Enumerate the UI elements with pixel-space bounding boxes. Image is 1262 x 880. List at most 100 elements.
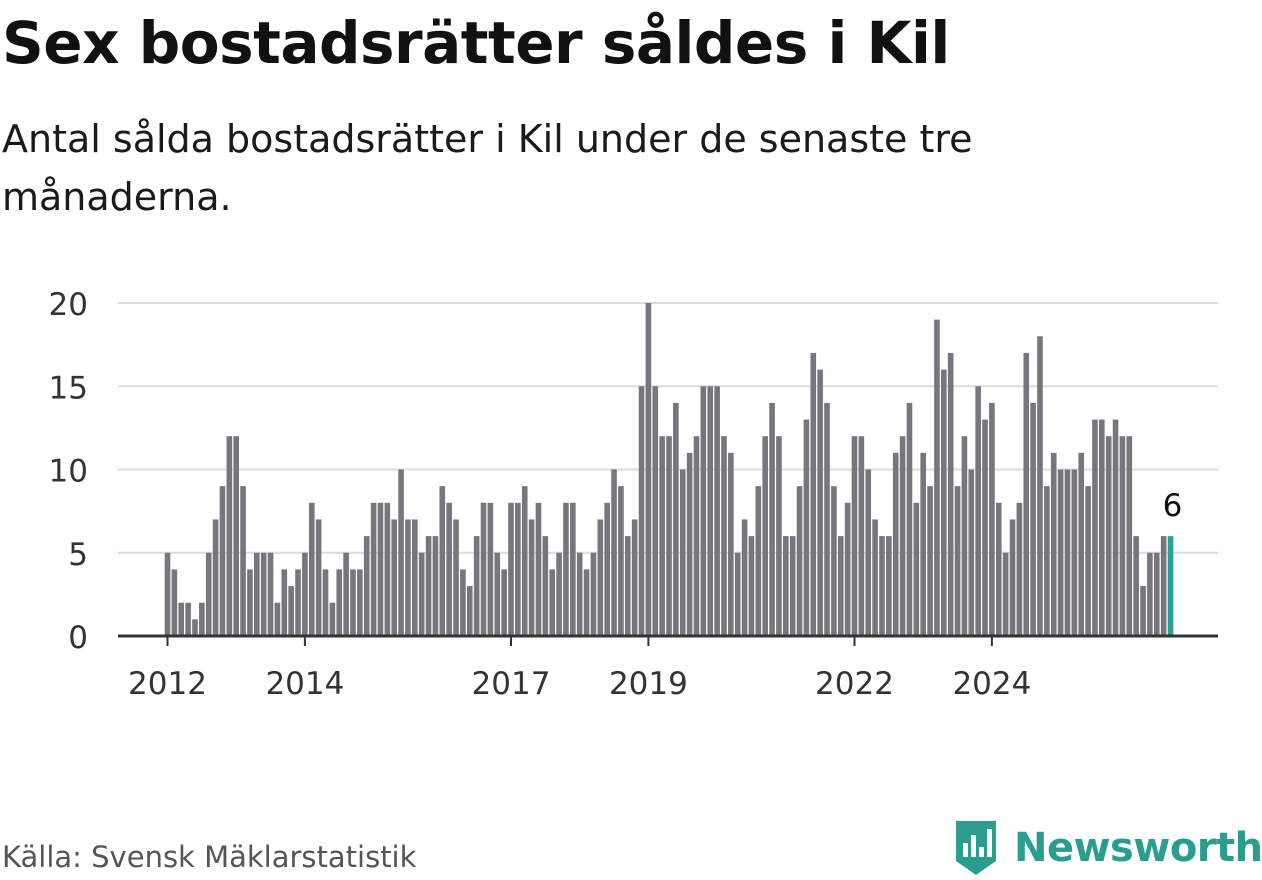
bar [1112, 419, 1119, 636]
bar [192, 619, 198, 636]
x-tick-label: 2012 [128, 666, 207, 702]
bar [762, 436, 768, 636]
bar [219, 486, 226, 636]
x-tick-label: 2017 [472, 666, 551, 702]
bar [872, 519, 878, 636]
bar [171, 569, 178, 636]
bar [473, 536, 480, 636]
bar [886, 536, 892, 636]
bar [357, 569, 363, 636]
bar [666, 436, 672, 636]
bar [858, 436, 865, 636]
bar [178, 602, 185, 636]
bar [322, 569, 329, 636]
bar [267, 552, 274, 636]
bar [934, 319, 940, 636]
bar [446, 502, 452, 636]
bar [377, 502, 384, 636]
bar [1057, 469, 1064, 636]
bar [240, 486, 246, 636]
bar [556, 552, 562, 636]
bar [425, 536, 432, 636]
bar [343, 552, 349, 636]
bar [535, 502, 542, 636]
newsworthy-logo-icon [956, 821, 996, 875]
bar [734, 552, 741, 636]
bar [226, 436, 233, 636]
x-tick-label: 2014 [265, 666, 344, 702]
bar [892, 452, 899, 636]
bar [920, 452, 926, 636]
bar [913, 502, 920, 636]
bar [576, 552, 583, 636]
bar [673, 402, 679, 636]
bar [837, 536, 844, 636]
bar [954, 486, 961, 636]
bar [164, 552, 171, 636]
bar [631, 519, 638, 636]
bar [831, 486, 837, 636]
bar [679, 469, 686, 636]
bar [501, 569, 507, 636]
bar [741, 519, 748, 636]
bar [439, 486, 446, 636]
bar [1085, 486, 1091, 636]
bar [398, 469, 404, 636]
bar [295, 569, 301, 636]
bar [906, 402, 913, 636]
bar [796, 486, 803, 636]
x-tick-label: 2024 [952, 666, 1031, 702]
bar [899, 436, 906, 636]
bar [755, 486, 762, 636]
bar [453, 519, 459, 636]
bar [1160, 536, 1167, 636]
bar [542, 536, 549, 636]
bar [693, 436, 700, 636]
bar [975, 386, 981, 636]
bar [624, 536, 631, 636]
bar [1105, 436, 1112, 636]
bar [1153, 552, 1160, 636]
bar [1099, 419, 1105, 636]
bar [308, 502, 315, 636]
bar [412, 519, 418, 636]
y-tick-label: 20 [49, 287, 88, 323]
brand-logo[interactable]: Newsworthy [952, 816, 1262, 880]
bar [989, 402, 995, 636]
highlight-value-label: 6 [1163, 488, 1183, 524]
bar [1016, 502, 1023, 636]
bar [844, 502, 851, 636]
bar [315, 519, 322, 636]
bar [391, 519, 398, 636]
bar [233, 436, 239, 636]
bar [549, 569, 556, 636]
bar [205, 552, 212, 636]
bar [707, 386, 714, 636]
bar [370, 502, 377, 636]
highlight-bar [1167, 536, 1174, 636]
bar [590, 552, 597, 636]
bar [638, 386, 645, 636]
bar [1002, 552, 1009, 636]
bar [521, 486, 528, 636]
bar [783, 536, 789, 636]
bar [1044, 486, 1050, 636]
chart-title: Sex bostadsrätter såldes i Kil [2, 9, 950, 77]
bar [652, 386, 659, 636]
bar [570, 502, 576, 636]
y-tick-label: 5 [68, 537, 88, 573]
bar [212, 519, 219, 636]
bar [1030, 402, 1036, 636]
bar [748, 536, 755, 636]
bar [995, 502, 1002, 636]
bar [1133, 536, 1139, 636]
bar [302, 552, 308, 636]
bar [274, 602, 281, 636]
y-tick-label: 10 [49, 454, 88, 490]
bar [961, 436, 968, 636]
brand-name: Newsworthy [1014, 825, 1262, 871]
bar [281, 569, 288, 636]
bar [254, 552, 260, 636]
bar [247, 569, 253, 636]
bar [947, 352, 954, 636]
